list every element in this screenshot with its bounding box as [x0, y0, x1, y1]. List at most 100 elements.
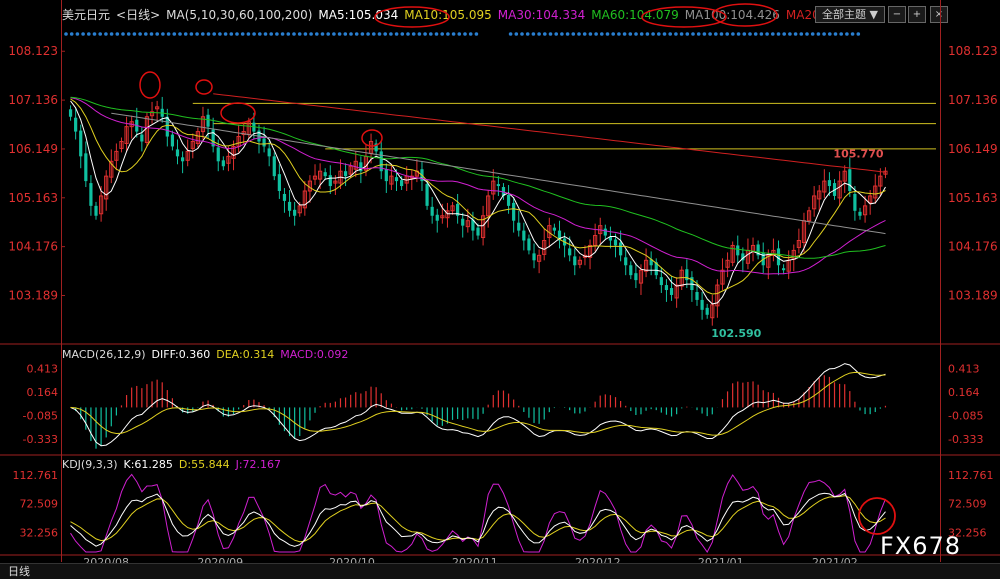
y-tick-label-right: 107.136: [948, 93, 998, 107]
theme-dropdown-button[interactable]: 全部主题 ▼: [815, 6, 885, 23]
event-dot: [394, 32, 399, 36]
candle-body: [593, 235, 598, 246]
candle-body: [99, 195, 104, 215]
event-dot: [81, 32, 85, 36]
kdj-y-label-right: 32.256: [948, 526, 987, 539]
candle-body: [822, 180, 827, 193]
event-dot: [195, 32, 199, 36]
event-dot: [440, 32, 445, 36]
candle-body: [104, 175, 109, 200]
event-dot: [161, 32, 165, 36]
macd-header: MACD(26,12,9) DIFF:0.360 DEA:0.314 MACD:…: [62, 346, 354, 364]
close-icon[interactable]: ×: [930, 6, 948, 23]
candle-body: [603, 228, 607, 236]
event-dot: [565, 32, 570, 36]
event-dot: [121, 32, 125, 36]
event-dot: [548, 32, 553, 36]
event-dot: [303, 32, 308, 36]
candle-body: [282, 193, 287, 201]
candle-body: [379, 151, 383, 172]
candle-body: [796, 240, 801, 248]
event-dot: [326, 32, 331, 36]
candle-body: [527, 238, 531, 251]
event-dot: [571, 32, 576, 36]
ma5-value: MA5:105.034: [318, 8, 399, 22]
candle-body: [312, 175, 318, 180]
macd-label: MACD(26,12,9): [62, 348, 146, 361]
candle-body: [195, 131, 200, 144]
event-dot: [309, 32, 313, 36]
event-dot: [320, 32, 325, 36]
candle-body: [425, 184, 429, 206]
candle-body: [384, 169, 388, 182]
kdj-d: D:55.844: [178, 458, 230, 471]
event-dot: [240, 32, 245, 36]
event-dot: [634, 32, 638, 36]
candle-body: [817, 190, 822, 200]
y-tick-label: 105.163: [8, 191, 58, 205]
y-tick-label: 107.136: [8, 93, 58, 107]
zoom-out-button[interactable]: −: [888, 6, 906, 23]
event-dot: [138, 32, 142, 36]
event-dot: [793, 32, 798, 36]
candle-body: [853, 193, 857, 211]
event-dot: [582, 32, 587, 36]
event-dot: [611, 32, 615, 36]
event-dot: [714, 32, 718, 36]
kdj-y-label: 32.256: [20, 526, 59, 539]
event-dot: [759, 32, 764, 36]
candle-body: [277, 174, 281, 191]
event-dot: [292, 32, 296, 36]
candle-body: [318, 170, 323, 180]
event-dot: [332, 32, 336, 36]
event-dot: [679, 32, 684, 36]
event-dot: [206, 32, 211, 36]
event-dot: [457, 32, 462, 36]
candle-body: [842, 170, 847, 182]
candle-body: [394, 177, 399, 182]
candle-body: [348, 165, 353, 175]
candle-body: [705, 307, 709, 315]
candle-body: [806, 210, 812, 222]
event-dot: [543, 32, 547, 36]
macd-y-label-right: 0.413: [948, 362, 980, 375]
kdj-j-line: [70, 473, 886, 553]
candle-body: [517, 222, 521, 231]
event-dot: [600, 32, 604, 36]
candle-body: [522, 230, 526, 241]
event-dot: [765, 32, 769, 36]
kdj-annotation-circle: [858, 497, 896, 535]
high-value-label: 105.770: [833, 148, 883, 161]
tab-daily[interactable]: 日线: [8, 565, 30, 578]
candle-body: [491, 180, 496, 195]
candle-body: [643, 259, 649, 272]
kdj-k: K:61.285: [123, 458, 173, 471]
macd-y-label: -0.333: [23, 433, 58, 446]
header-annotation-circle: [712, 3, 778, 27]
event-dot: [525, 32, 530, 36]
candle-body: [374, 143, 378, 152]
event-dot: [87, 32, 91, 36]
candle-body: [659, 277, 663, 286]
candle-body: [685, 269, 689, 281]
candle-body: [430, 206, 434, 216]
candle-body: [68, 109, 73, 117]
event-dot: [828, 32, 832, 36]
candle-body: [200, 116, 206, 133]
event-dot: [685, 32, 690, 36]
candle-body: [608, 236, 613, 241]
bottom-tab-bar: 日线: [0, 563, 1000, 579]
event-dot: [508, 32, 513, 36]
event-dot: [258, 32, 262, 36]
candle-body: [573, 256, 577, 266]
candle-body: [79, 130, 83, 157]
period-selector[interactable]: <日线>: [116, 8, 161, 22]
macd-value: MACD:0.092: [280, 348, 349, 361]
candle-body: [333, 180, 338, 184]
event-dot: [833, 32, 838, 36]
zoom-in-button[interactable]: +: [908, 6, 926, 23]
candle-body: [649, 259, 653, 266]
event-dot: [98, 32, 102, 36]
macd-y-label-right: 0.164: [948, 386, 980, 399]
